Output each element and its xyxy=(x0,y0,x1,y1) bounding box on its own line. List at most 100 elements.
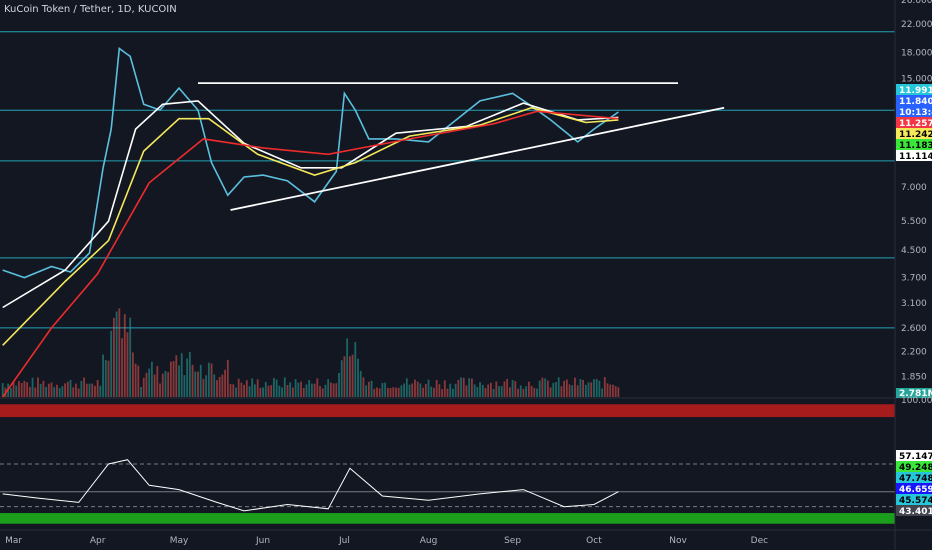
volume-bar xyxy=(289,382,292,397)
volume-bar xyxy=(129,317,132,397)
volume-bar xyxy=(275,379,278,397)
volume-bar xyxy=(102,354,104,397)
volume-bar xyxy=(609,384,612,397)
time-tick-label: May xyxy=(170,536,189,546)
time-tick-label: Sep xyxy=(504,536,521,546)
volume-bar xyxy=(357,358,359,397)
volume-bar xyxy=(123,314,126,397)
price-tick-label: 5.500 xyxy=(901,217,927,227)
price-tick-label: 3.100 xyxy=(901,299,927,309)
volume-bar xyxy=(294,379,297,397)
volume-bar xyxy=(218,376,221,397)
volume-bar xyxy=(75,383,77,397)
volume-bar xyxy=(595,378,598,397)
volume-bar xyxy=(72,387,75,397)
volume-bar xyxy=(606,383,609,397)
oscillator-badge-label: 45.574 xyxy=(899,496,932,506)
volume-bar xyxy=(479,382,481,397)
volume-bar xyxy=(384,382,387,397)
price-tick-label: 2.600 xyxy=(901,324,927,334)
volume-bar xyxy=(69,379,72,397)
volume-bar xyxy=(319,386,321,397)
volume-bar xyxy=(579,379,582,397)
oscillator-badge-label: 43.401 xyxy=(899,507,932,517)
volume-bar xyxy=(392,387,395,397)
time-tick-label: Jun xyxy=(255,536,270,546)
volume-bar xyxy=(137,365,140,397)
volume-bar xyxy=(560,386,563,397)
volume-bar xyxy=(601,388,603,397)
oscillator-badge xyxy=(896,483,932,494)
price-badge-label: 10:13:41 xyxy=(899,108,932,118)
price-badge xyxy=(896,84,932,96)
volume-bar xyxy=(221,374,224,397)
volume-bar xyxy=(232,384,235,397)
volume-bar xyxy=(381,383,384,397)
volume-bar xyxy=(552,382,555,397)
time-tick-label: Mar xyxy=(5,536,22,546)
volume-bar xyxy=(148,368,151,397)
volume-bar xyxy=(23,380,26,397)
volume-bar xyxy=(471,378,473,397)
volume-bar xyxy=(316,378,319,397)
volume-bar xyxy=(514,381,517,397)
volume-bar xyxy=(503,381,506,397)
price-tick-label: 15.000 xyxy=(901,74,932,84)
volume-bar xyxy=(20,383,23,397)
volume-bar xyxy=(525,386,528,397)
price-tick-label: 3.700 xyxy=(901,274,927,284)
oscillator-pane[interactable] xyxy=(0,404,895,524)
volume-bar xyxy=(47,383,50,397)
volume-bar xyxy=(37,377,39,397)
price-axis[interactable]: 26.00022.00018.00015.00011.0009.0007.000… xyxy=(894,0,932,550)
volume-bar xyxy=(593,379,595,397)
time-axis[interactable]: Mar Apr May Jun Jul Aug Sep Oct Nov Dec xyxy=(0,529,932,546)
volume-bar xyxy=(484,387,487,397)
volume-bar xyxy=(500,386,503,397)
price-badge-label: 11.991 xyxy=(899,86,932,96)
volume-bar xyxy=(511,380,514,397)
volume-bar xyxy=(150,361,153,397)
volume-bar xyxy=(351,354,354,397)
time-tick-label: Jul xyxy=(338,536,350,546)
volume-bar xyxy=(94,385,96,397)
price-pane[interactable] xyxy=(0,31,932,399)
volume-bar xyxy=(159,383,161,397)
volume-bar xyxy=(416,381,419,397)
volume-bar xyxy=(340,360,343,397)
volume-bar xyxy=(140,387,142,397)
price-badge xyxy=(896,139,932,151)
volume-bar xyxy=(590,382,593,397)
volume-bar xyxy=(210,363,213,397)
volume-bar xyxy=(506,378,509,397)
oscillator-badge-label: 46.659 xyxy=(899,485,932,495)
volume-bar xyxy=(617,387,620,397)
volume-bar xyxy=(235,387,237,397)
volume-bar xyxy=(571,385,574,397)
volume-bar xyxy=(460,377,462,397)
volume-bar xyxy=(12,381,15,397)
volume-bar xyxy=(414,379,416,397)
volume-bar xyxy=(403,383,406,397)
volume-bar xyxy=(305,384,308,397)
volume-bar xyxy=(278,385,281,397)
price-tick-label: 7.000 xyxy=(901,183,927,193)
volume-bar xyxy=(373,388,376,397)
volume-bar xyxy=(422,387,424,397)
volume-bar xyxy=(91,383,94,397)
volume-bar xyxy=(549,387,552,397)
volume-bar xyxy=(240,382,243,397)
volume-bar xyxy=(321,388,324,397)
volume-bar xyxy=(178,365,180,397)
volume-bar xyxy=(188,351,191,397)
volume-bar xyxy=(153,374,156,397)
volume-bar xyxy=(88,383,91,397)
volume-bar xyxy=(462,377,465,397)
volume-bar xyxy=(449,383,452,397)
volume-bar xyxy=(408,384,411,397)
volume-bar xyxy=(202,378,205,397)
volume-bar xyxy=(229,384,232,397)
volume-bar xyxy=(533,387,536,397)
volume-bar xyxy=(1,383,4,397)
